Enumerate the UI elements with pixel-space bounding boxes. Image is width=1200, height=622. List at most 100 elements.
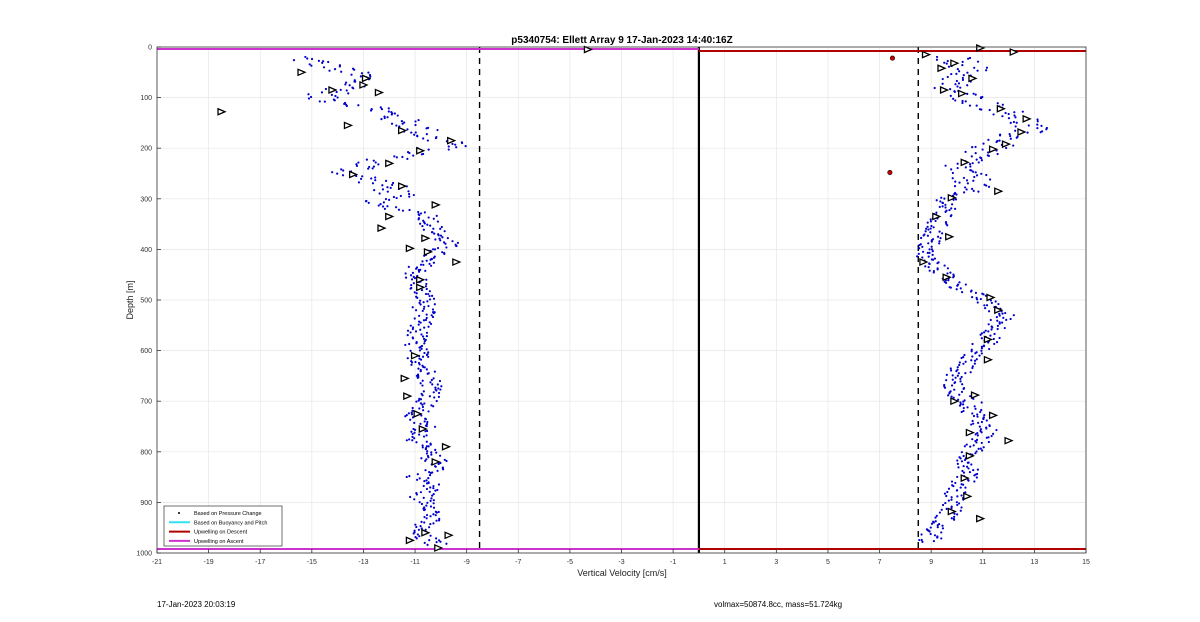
x-tick-label: 7 (878, 559, 882, 566)
data-point (413, 498, 416, 501)
triangle-marker (377, 224, 387, 233)
data-point (996, 152, 999, 156)
x-axis-label: Vertical Velocity [cm/s] (577, 568, 667, 578)
data-point (355, 164, 359, 167)
data-point (957, 466, 960, 469)
data-point (1021, 110, 1024, 113)
data-point (425, 368, 428, 371)
data-point (946, 59, 949, 63)
data-point (421, 405, 425, 409)
data-point (412, 282, 415, 285)
data-point (413, 437, 416, 440)
data-point (415, 400, 418, 403)
x-tick-label: -19 (204, 559, 214, 566)
data-point (417, 399, 420, 402)
data-point (352, 87, 355, 90)
triangle-marker (328, 86, 338, 94)
data-point (983, 331, 986, 334)
data-point (413, 431, 416, 434)
data-point (422, 435, 426, 438)
data-point (428, 294, 431, 298)
data-point (985, 436, 988, 439)
data-point (433, 370, 436, 373)
data-point (317, 59, 320, 62)
data-point (442, 468, 445, 471)
data-point (443, 230, 446, 233)
data-point (367, 167, 370, 170)
data-point (422, 137, 425, 140)
data-point (934, 516, 937, 519)
data-point (425, 331, 429, 334)
triangle-marker (932, 212, 942, 221)
data-point (424, 459, 427, 462)
data-point (998, 139, 1001, 142)
data-point (988, 178, 992, 181)
data-point (411, 271, 415, 274)
data-point (922, 250, 925, 253)
data-point (968, 163, 972, 166)
data-point (426, 300, 429, 303)
data-point (408, 195, 411, 198)
data-point (972, 469, 975, 472)
data-point (374, 161, 377, 164)
triangle-marker (452, 258, 462, 267)
data-point (936, 524, 939, 527)
triangle-marker (957, 89, 968, 98)
data-point (310, 64, 313, 67)
data-point (960, 460, 964, 463)
triangle-marker (441, 442, 452, 451)
data-point (955, 193, 958, 196)
red-marker (889, 55, 895, 61)
data-point (960, 494, 963, 497)
data-point (1036, 120, 1039, 123)
data-point (434, 537, 438, 540)
data-point (455, 244, 458, 248)
data-point (1026, 131, 1029, 134)
data-point (995, 140, 998, 144)
data-point (958, 70, 961, 73)
data-point (343, 102, 346, 106)
x-tick-label: -9 (464, 559, 470, 566)
data-point (962, 454, 965, 458)
data-point (962, 409, 965, 413)
data-point (927, 255, 930, 258)
data-point (946, 267, 950, 270)
data-point (941, 524, 944, 527)
data-point (427, 410, 430, 413)
data-point (960, 506, 963, 509)
data-point (950, 480, 954, 483)
triangle-marker (947, 193, 957, 202)
data-point (419, 328, 422, 331)
triangle-markers (217, 44, 1032, 552)
data-point (976, 431, 979, 435)
data-point (451, 142, 454, 146)
data-point (423, 326, 426, 329)
triangle-marker (385, 159, 395, 168)
data-point (371, 167, 374, 170)
data-point (950, 496, 953, 499)
data-point (412, 154, 415, 157)
data-point (962, 483, 965, 486)
data-point (372, 165, 375, 168)
data-point (953, 515, 956, 519)
data-point (998, 322, 1001, 325)
data-point (975, 298, 979, 301)
data-point (417, 323, 420, 326)
data-point (423, 342, 426, 345)
data-point (435, 540, 438, 544)
data-point (975, 158, 978, 161)
data-point (930, 240, 933, 243)
data-point (429, 258, 432, 261)
data-point (956, 85, 959, 88)
data-point (949, 88, 952, 91)
triangle-marker (1001, 140, 1012, 149)
triangle-marker (403, 392, 413, 401)
data-point (432, 487, 435, 490)
data-point (945, 494, 948, 498)
data-point (404, 276, 408, 279)
data-point (434, 386, 437, 389)
data-point (926, 234, 930, 237)
data-point (422, 263, 425, 266)
data-point (439, 227, 442, 230)
